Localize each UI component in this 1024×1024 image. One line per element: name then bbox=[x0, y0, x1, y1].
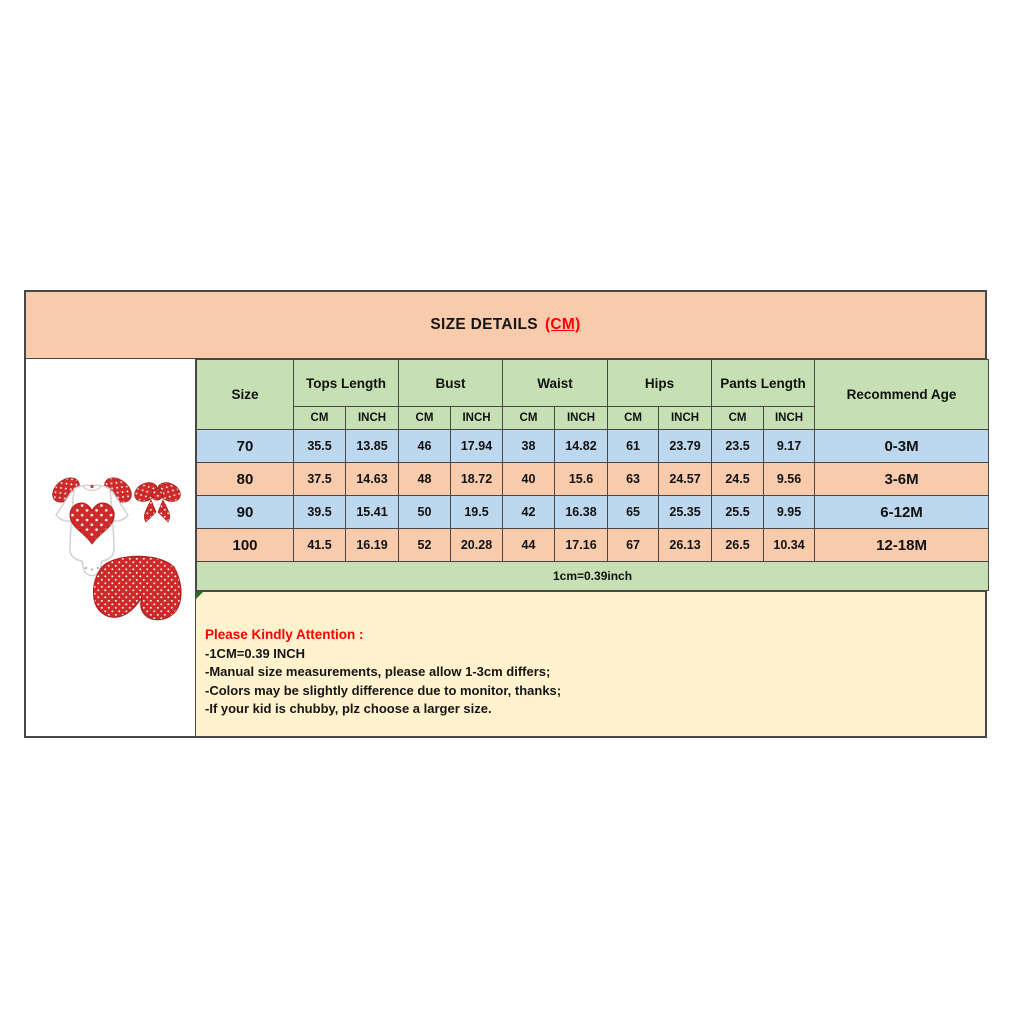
value-cell: 15.41 bbox=[345, 495, 399, 529]
subheader-inch: INCH bbox=[345, 406, 399, 430]
content-row: Size Tops Length Bust Waist Hips Pants L… bbox=[26, 359, 990, 736]
value-cell: 14.63 bbox=[345, 462, 399, 496]
col-header-bust: Bust bbox=[398, 359, 503, 407]
conversion-note: 1cm=0.39inch bbox=[195, 561, 990, 591]
attention-line: -If your kid is chubby, plz choose a lar… bbox=[205, 701, 492, 716]
attention-line: -Colors may be slightly difference due t… bbox=[205, 682, 562, 698]
value-cell: 23.79 bbox=[658, 429, 713, 463]
value-cell: 24.57 bbox=[658, 462, 713, 496]
size-cell: 100 bbox=[196, 528, 294, 562]
subheader-cm: CM bbox=[607, 406, 660, 430]
value-cell: 41.5 bbox=[293, 528, 346, 562]
shorts-graphic bbox=[93, 555, 182, 621]
col-header-waist: Waist bbox=[501, 359, 609, 407]
subheader-inch: INCH bbox=[658, 406, 713, 430]
value-cell: 38 bbox=[502, 429, 555, 463]
subheader-inch: INCH bbox=[450, 406, 503, 430]
age-cell: 3-6M bbox=[814, 462, 990, 496]
size-table: Size Tops Length Bust Waist Hips Pants L… bbox=[195, 359, 990, 591]
value-cell: 65 bbox=[607, 495, 660, 529]
value-cell: 9.95 bbox=[763, 495, 816, 529]
value-cell: 20.28 bbox=[450, 528, 503, 562]
value-cell: 67 bbox=[607, 528, 660, 562]
value-cell: 18.72 bbox=[450, 462, 503, 496]
size-cell: 90 bbox=[196, 495, 294, 529]
age-cell: 0-3M bbox=[814, 429, 990, 463]
value-cell: 25.5 bbox=[711, 495, 765, 529]
subheader-inch: INCH bbox=[553, 406, 609, 430]
attention-note: Please Kindly Attention : -1CM=0.39 INCH… bbox=[196, 591, 985, 736]
col-header-recommend-age: Recommend Age bbox=[814, 359, 990, 430]
table-row: 70 35.5 13.85 46 17.94 38 14.82 61 23.79… bbox=[196, 429, 990, 463]
value-cell: 17.16 bbox=[553, 528, 609, 562]
value-cell: 42 bbox=[502, 495, 555, 529]
size-details-header: SIZE DETAILS (CM) bbox=[26, 292, 985, 359]
subheader-cm: CM bbox=[293, 406, 346, 430]
value-cell: 50 bbox=[398, 495, 451, 529]
col-header-pants-length: Pants Length bbox=[711, 359, 816, 407]
col-header-hips: Hips bbox=[607, 359, 713, 407]
value-cell: 25.35 bbox=[658, 495, 713, 529]
value-cell: 40 bbox=[502, 462, 555, 496]
page-title: SIZE DETAILS bbox=[430, 316, 538, 333]
value-cell: 23.5 bbox=[711, 429, 765, 463]
size-table-area: Size Tops Length Bust Waist Hips Pants L… bbox=[195, 359, 990, 736]
attention-line: -Manual size measurements, please allow … bbox=[205, 664, 551, 679]
value-cell: 9.56 bbox=[763, 462, 816, 496]
value-cell: 48 bbox=[398, 462, 451, 496]
value-cell: 61 bbox=[607, 429, 660, 463]
value-cell: 63 bbox=[607, 462, 660, 496]
value-cell: 37.5 bbox=[293, 462, 346, 496]
value-cell: 24.5 bbox=[711, 462, 765, 496]
table-row: 100 41.5 16.19 52 20.28 44 17.16 67 26.1… bbox=[196, 528, 990, 562]
value-cell: 26.5 bbox=[711, 528, 765, 562]
age-cell: 6-12M bbox=[814, 495, 990, 529]
value-cell: 10.34 bbox=[763, 528, 816, 562]
table-row: 80 37.5 14.63 48 18.72 40 15.6 63 24.57 … bbox=[196, 462, 990, 496]
bow-headband-graphic bbox=[134, 482, 181, 523]
value-cell: 44 bbox=[502, 528, 555, 562]
col-header-tops-length: Tops Length bbox=[293, 359, 399, 407]
subheader-inch: INCH bbox=[763, 406, 816, 430]
heart-graphic bbox=[69, 502, 115, 545]
value-cell: 52 bbox=[398, 528, 451, 562]
value-cell: 19.5 bbox=[450, 495, 503, 529]
value-cell: 16.38 bbox=[553, 495, 609, 529]
product-photo bbox=[26, 359, 196, 736]
size-cell: 80 bbox=[196, 462, 294, 496]
value-cell: 15.6 bbox=[553, 462, 609, 496]
value-cell: 9.17 bbox=[763, 429, 816, 463]
table-row: 90 39.5 15.41 50 19.5 42 16.38 65 25.35 … bbox=[196, 495, 990, 529]
age-cell: 12-18M bbox=[814, 528, 990, 562]
value-cell: 16.19 bbox=[345, 528, 399, 562]
conversion-note-row: 1cm=0.39inch bbox=[195, 561, 990, 591]
attention-line: -1CM=0.39 INCH bbox=[205, 645, 306, 661]
col-header-size: Size bbox=[196, 359, 294, 430]
value-cell: 13.85 bbox=[345, 429, 399, 463]
cell-comment-marker-icon bbox=[196, 592, 203, 599]
size-cell: 70 bbox=[196, 429, 294, 463]
value-cell: 39.5 bbox=[293, 495, 346, 529]
collar-button-icon bbox=[90, 484, 94, 489]
product-photo-illustration bbox=[52, 477, 182, 621]
subheader-cm: CM bbox=[398, 406, 451, 430]
subheader-cm: CM bbox=[502, 406, 555, 430]
value-cell: 17.94 bbox=[450, 429, 503, 463]
value-cell: 26.13 bbox=[658, 528, 713, 562]
attention-title: Please Kindly Attention : bbox=[205, 627, 364, 642]
subheader-cm: CM bbox=[711, 406, 765, 430]
value-cell: 35.5 bbox=[293, 429, 346, 463]
size-chart-panel: SIZE DETAILS (CM) bbox=[24, 290, 990, 738]
value-cell: 14.82 bbox=[553, 429, 609, 463]
value-cell: 46 bbox=[398, 429, 451, 463]
title-unit-cm: (CM) bbox=[544, 316, 581, 333]
